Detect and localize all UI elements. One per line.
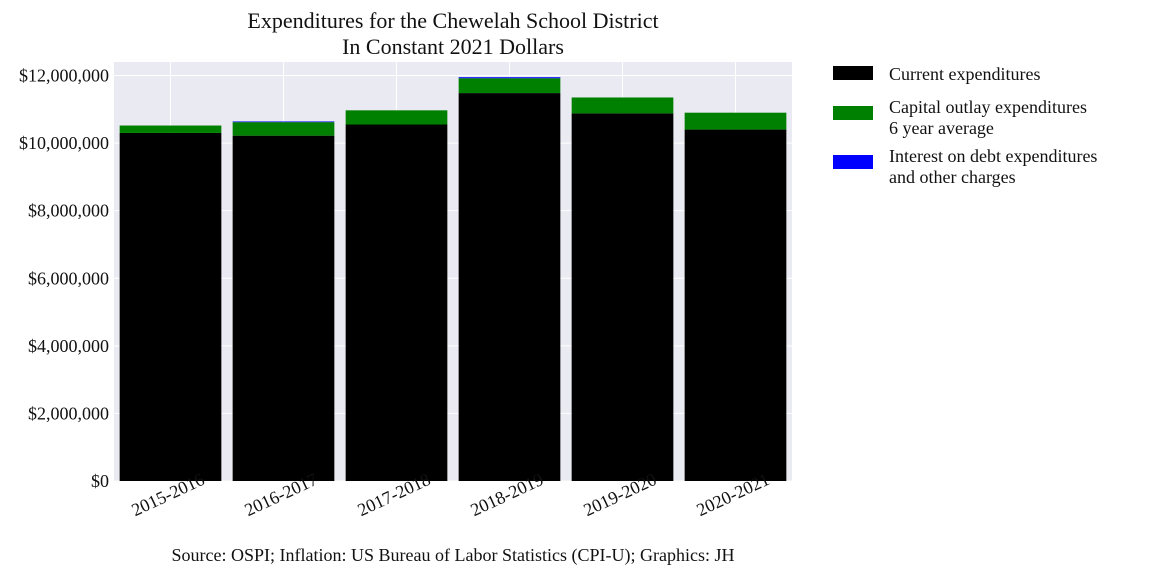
bar-2020-2021-series-0 [684, 129, 787, 482]
y-tick-label: $0 [91, 471, 109, 491]
bar-2018-2019-series-2 [458, 77, 561, 79]
chart-title: Expenditures for the Chewelah School Dis… [247, 8, 658, 33]
y-tick-label: $4,000,000 [28, 336, 109, 356]
y-tick-label: $6,000,000 [28, 268, 109, 288]
bars [119, 77, 787, 482]
bar-2019-2020-series-0 [571, 113, 674, 481]
bar-2016-2017-series-2 [232, 121, 335, 123]
legend-swatch-0 [833, 66, 873, 80]
bar-2015-2016-series-0 [119, 132, 222, 482]
bar-2020-2021-series-1 [684, 112, 787, 130]
plot-area [114, 62, 792, 481]
legend-label-0: Current expenditures [889, 64, 1040, 84]
bar-2018-2019-series-1 [458, 78, 561, 94]
source-note: Source: OSPI; Inflation: US Bureau of La… [172, 545, 735, 566]
y-tick-label: $10,000,000 [19, 133, 109, 153]
y-axis-ticks: $0 $2,000,000 $4,000,000 $6,000,000 $8,000,0… [19, 66, 109, 491]
legend-label-2: Interest on debt expenditures [889, 146, 1097, 166]
y-tick-label: $8,000,000 [28, 201, 109, 221]
bar-2016-2017-series-0 [232, 135, 335, 481]
bar-2018-2019-series-0 [458, 93, 561, 481]
y-tick-label: $12,000,000 [19, 66, 109, 86]
legend-label-1: Capital outlay expenditures [889, 97, 1087, 117]
legend-swatch-1 [833, 106, 873, 120]
bar-2015-2016-series-1 [119, 125, 222, 133]
bar-2017-2018-series-0 [345, 124, 448, 482]
legend-label-2: and other charges [889, 167, 1016, 187]
legend-label-1: 6 year average [889, 118, 994, 138]
legend: Current expenditures Capital outlay expen… [833, 64, 1097, 187]
bar-2016-2017-series-1 [232, 122, 335, 136]
bar-2019-2020-series-1 [571, 97, 674, 114]
chart-subtitle: In Constant 2021 Dollars [342, 34, 564, 59]
bar-2017-2018-series-1 [345, 110, 448, 125]
y-tick-label: $2,000,000 [28, 403, 109, 423]
legend-swatch-2 [833, 155, 873, 169]
